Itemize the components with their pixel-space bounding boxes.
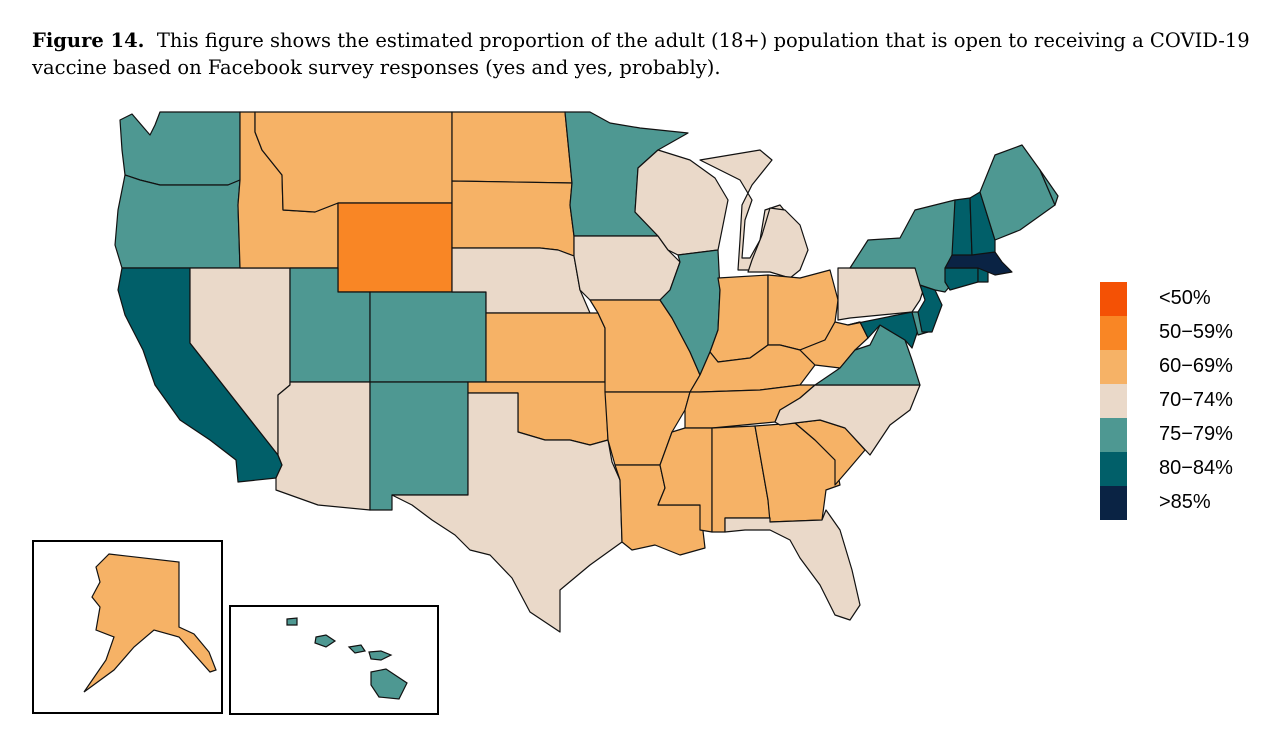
legend-swatch [1100,486,1127,520]
state-new-hampshire [969,191,996,256]
state-florida [724,509,861,621]
state-connecticut [944,267,979,291]
legend-label: 70−74% [1159,389,1233,411]
legend-label: >85% [1159,491,1211,513]
legend-swatch [1100,418,1127,452]
state-texas [391,392,623,633]
legend-label: <50% [1159,287,1211,309]
state-new-mexico [369,381,469,511]
legend-item: 50−59% [1100,316,1250,350]
state-iowa [573,235,681,301]
legend-label: 75−79% [1159,423,1233,445]
state-michigan-lower [747,207,809,279]
legend-swatch [1100,384,1127,418]
legend-swatch [1100,282,1127,316]
state-kansas [485,312,606,383]
state-maine [979,144,1056,241]
state-massachusetts [944,251,1013,276]
state-montana [254,111,453,213]
state-oregon [114,174,241,269]
legend-swatch [1100,316,1127,350]
legend-label: 80−84% [1159,457,1233,479]
state-wyoming [337,202,453,293]
state-west-virginia [799,321,869,369]
state-south-dakota [451,180,575,257]
state-vermont [951,197,973,256]
state-nebraska [451,247,591,314]
legend-item: 70−74% [1100,384,1250,418]
state-hawaii [286,617,408,700]
state-maine-coast [1039,169,1059,206]
legend-label: 60−69% [1159,355,1233,377]
state-colorado [369,291,487,383]
legend-item: 75−79% [1100,418,1250,452]
alaska-inset [32,540,223,714]
legend-item: 60−69% [1100,350,1250,384]
figure-caption-text: This figure shows the estimated proporti… [32,29,1250,79]
state-alaska [83,553,217,693]
figure-label: Figure 14. [32,29,145,52]
legend-item: <50% [1100,282,1250,316]
hawaii-inset [229,605,439,715]
state-washington [119,111,241,186]
figure-caption: Figure 14. This figure shows the estimat… [32,27,1257,81]
legend-item: 80−84% [1100,452,1250,486]
state-north-dakota [451,111,573,184]
legend-swatch [1100,350,1127,384]
map-legend: <50% 50−59% 60−69% 70−74% 75−79% 80−84% >85% [1100,282,1250,520]
legend-swatch [1100,452,1127,486]
state-new-jersey [917,284,943,333]
legend-item: >85% [1100,486,1250,520]
state-arizona [275,381,371,511]
legend-label: 50−59% [1159,321,1233,343]
